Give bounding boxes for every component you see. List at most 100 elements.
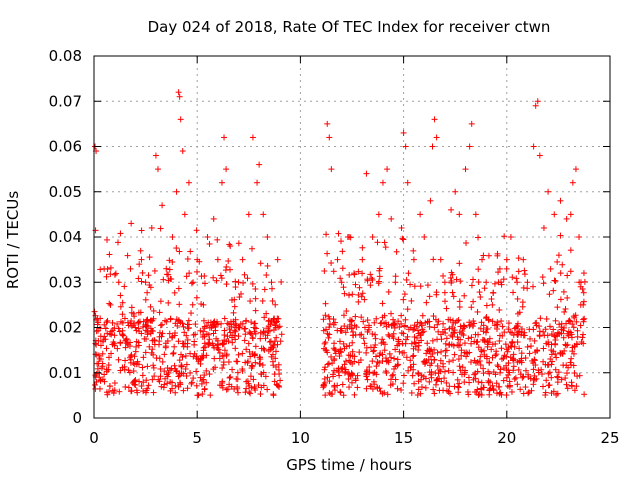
data-point [534,347,541,354]
data-point [415,330,422,337]
data-point [162,317,169,324]
data-point [212,327,219,334]
data-point [361,340,368,347]
data-point [232,345,239,352]
data-point [120,332,127,339]
data-point [232,320,239,327]
data-point [361,324,368,331]
data-point [483,314,490,321]
data-point [568,379,575,386]
data-point [169,234,176,240]
data-point [517,371,524,378]
data-point [483,353,490,360]
data-point [508,388,515,395]
data-point [564,330,571,337]
data-point [109,319,116,326]
data-point [226,374,233,381]
data-point [331,367,338,374]
data-point [528,387,535,394]
data-point [509,339,516,346]
data-point [376,359,383,366]
data-point [579,334,586,341]
data-point [367,383,374,390]
data-point [432,370,439,377]
data-point [411,334,418,341]
data-point [501,233,508,240]
data-point [218,320,225,327]
data-point [219,378,226,385]
data-point [409,372,416,379]
data-point [443,335,450,342]
data-point [102,325,109,332]
data-point [139,372,146,379]
data-point [163,265,170,272]
data-point [557,197,564,204]
data-point [252,307,259,314]
data-point [514,320,521,327]
data-point [349,379,356,386]
data-point [122,357,129,364]
data-point [553,354,560,361]
data-point [139,364,146,371]
data-point [376,273,383,280]
data-point [558,376,565,383]
data-point [473,360,480,367]
data-point [475,378,482,385]
data-point [127,320,134,327]
data-point [446,325,453,332]
data-point [214,337,221,344]
data-point [402,143,409,150]
data-point [554,304,561,311]
data-point [554,258,561,265]
data-point [223,386,230,393]
data-point [382,244,389,251]
data-point [166,266,173,273]
data-point [206,336,213,343]
data-point [192,331,199,338]
data-point [201,340,208,347]
data-point [546,369,553,376]
data-point [424,340,431,347]
data-point [384,166,391,173]
data-point [111,340,118,347]
data-point [214,321,221,328]
data-point [555,374,562,381]
data-point [186,270,193,277]
data-point [418,321,425,328]
data-point [461,379,468,386]
data-point [391,355,398,362]
data-point [419,326,426,333]
data-point [268,279,275,286]
data-point [395,361,402,368]
data-point [230,309,237,316]
data-point [142,349,149,356]
data-point [225,257,232,264]
data-point [359,270,366,277]
data-point [574,327,581,334]
data-point [389,380,396,387]
data-point [562,305,569,312]
data-point [168,276,175,283]
data-point [563,370,570,377]
data-point [225,358,232,365]
data-point [448,269,455,276]
data-point [372,331,379,338]
data-point [169,258,176,265]
data-point [192,321,199,328]
data-point [394,356,401,363]
data-point [543,377,550,384]
data-point [340,340,347,347]
data-point [471,371,478,378]
data-point [328,353,335,360]
data-point [555,252,562,259]
data-point [371,381,378,388]
data-point [422,384,429,391]
data-point [259,362,266,369]
data-point [475,234,482,241]
data-point [376,385,383,392]
data-point [486,335,493,342]
data-point [382,319,389,326]
data-point [531,357,538,364]
x-tick-label: 20 [497,429,516,447]
data-point [437,368,444,375]
